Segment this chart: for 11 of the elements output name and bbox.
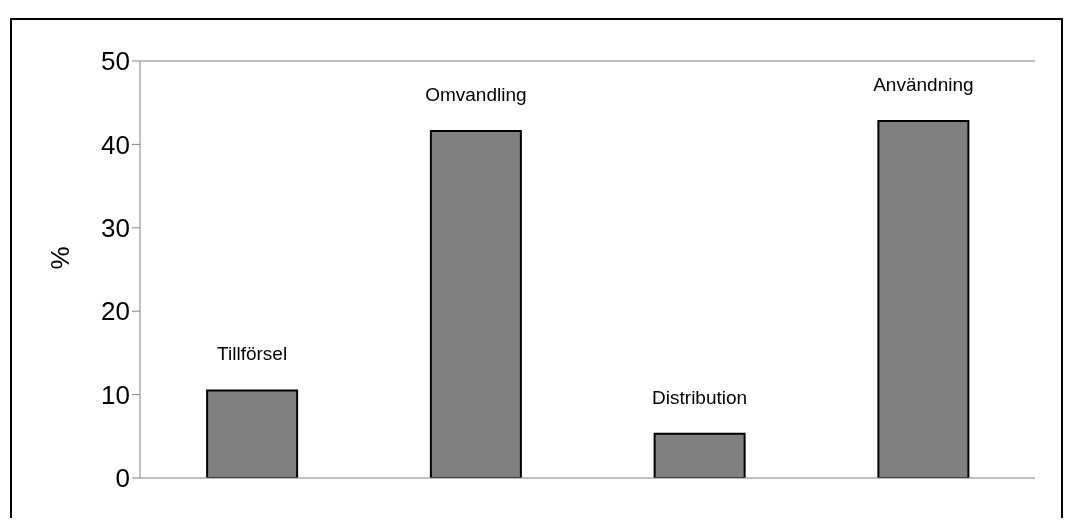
y-tick-label: 20 (101, 296, 130, 327)
x-tick-label: Tillförsel (217, 343, 288, 365)
y-axis-title: % (45, 246, 76, 270)
x-tick-label: Distribution (652, 386, 748, 408)
y-tick-label: 0 (115, 463, 130, 494)
y-tick-label: 10 (101, 379, 130, 410)
x-tick-label: Användning (873, 74, 974, 96)
y-tick-label: 30 (101, 213, 130, 244)
y-tick-label: 40 (101, 129, 130, 160)
y-tick-label: 50 (101, 46, 130, 77)
x-tick-label: Omvandling (425, 84, 527, 106)
